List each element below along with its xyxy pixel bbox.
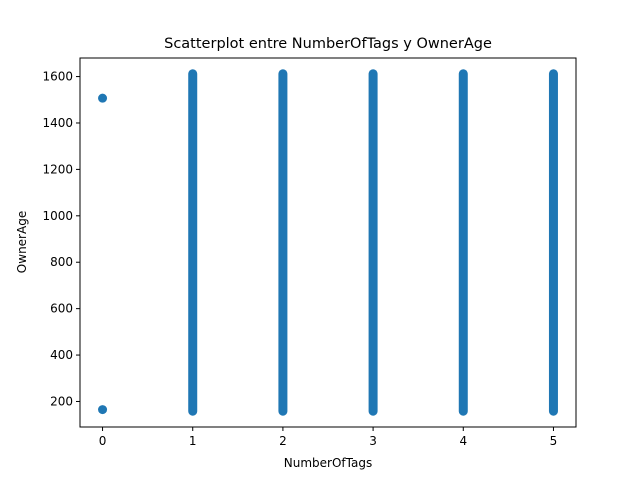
x-axis: 0 1 2 3 4 5: [99, 427, 558, 448]
plot-frame: [79, 57, 577, 428]
chart-title: Scatterplot entre NumberOfTags y OwnerAg…: [164, 36, 492, 52]
x-tick-label: 1: [189, 434, 197, 448]
y-axis: 200 400 600 800 1000 1200 1400 1600: [42, 70, 80, 408]
x-tick-label: 3: [369, 434, 377, 448]
scatter-point: [98, 93, 108, 103]
x-tick-label: 4: [459, 434, 467, 448]
scatter-point-column: [188, 69, 198, 416]
y-tick-label: 400: [50, 348, 73, 362]
y-tick-label: 1200: [42, 162, 73, 176]
y-tick-label: 800: [50, 255, 73, 269]
x-axis-label: NumberOfTags: [284, 456, 372, 470]
y-tick-label: 1000: [42, 209, 73, 223]
y-tick-label: 1400: [42, 116, 73, 130]
y-tick-label: 600: [50, 302, 73, 316]
scatter-point-column: [458, 69, 468, 416]
x-tick-label: 0: [99, 434, 107, 448]
data-marks: [98, 69, 558, 416]
x-tick-label: 2: [279, 434, 287, 448]
y-axis-label: OwnerAge: [15, 211, 29, 273]
y-tick-label: 1600: [42, 70, 73, 84]
scatter-point-column: [548, 69, 558, 416]
y-tick-label: 200: [50, 394, 73, 408]
scatter-point-column: [368, 69, 378, 416]
x-tick-label: 5: [550, 434, 558, 448]
scatter-point: [98, 405, 108, 415]
scatter-point-column: [278, 69, 288, 416]
